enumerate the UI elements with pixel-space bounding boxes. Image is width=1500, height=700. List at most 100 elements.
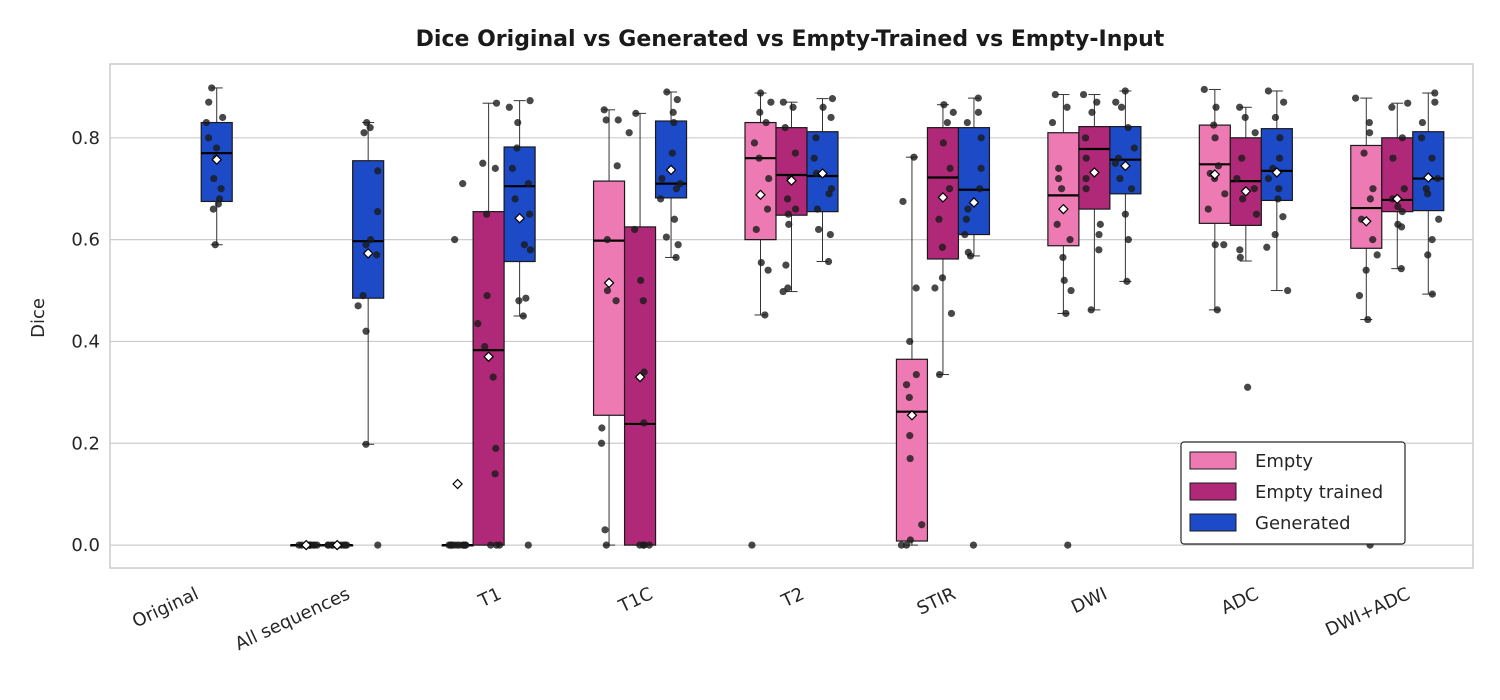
data-point [505,103,513,111]
data-point [366,124,374,132]
box [895,358,929,542]
mean-marker [300,539,312,551]
data-point [1116,174,1124,183]
data-point [1428,290,1436,298]
data-point [481,342,489,351]
data-point [1082,154,1090,162]
data-point [1213,306,1221,314]
data-point [492,99,501,107]
data-point [755,154,763,162]
data-point [1127,185,1136,193]
data-point [781,124,789,132]
data-point [827,113,835,122]
data-point [613,162,621,170]
data-point [1081,134,1090,142]
data-point [600,106,608,114]
box [957,127,991,236]
data-point [1398,208,1406,216]
box [1350,144,1383,249]
data-point [676,180,684,188]
data-point [612,297,620,305]
data-point [784,210,792,218]
data-point [208,84,216,92]
mean-marker [755,189,766,201]
data-point [672,185,681,193]
data-point [813,205,822,213]
data-point [1079,90,1088,99]
box-group [1260,87,1293,295]
data-point [779,98,787,106]
data-point [1252,210,1261,218]
data-point [474,320,482,328]
mean-marker [362,248,374,259]
mean-marker [1058,203,1069,215]
data-point [1271,113,1280,122]
data-point [451,236,459,244]
data-point [1082,174,1090,183]
box [775,127,808,216]
data-point [1360,149,1368,157]
data-point [976,185,984,193]
box-group [806,95,839,266]
box [592,180,626,416]
data-point [756,89,765,97]
data-point [487,541,495,549]
data-point [205,98,213,106]
data-point [931,284,939,292]
data-point [340,541,348,549]
data-point [748,541,756,549]
data-point [761,311,769,319]
mean-marker [331,539,343,551]
data-point [1236,246,1244,254]
data-point [912,284,920,292]
data-point [483,292,491,300]
data-point [902,381,911,389]
data-point [214,200,223,208]
data-point [1096,220,1104,228]
data-point [489,373,497,381]
data-point [1221,190,1229,198]
data-point [762,118,770,127]
data-point [1397,265,1405,273]
box [503,146,536,263]
data-point [295,541,303,549]
data-point [1220,241,1228,249]
data-point [459,180,467,188]
mean-marker [483,351,494,363]
data-point [662,233,670,241]
legend-label: Generated [1255,513,1351,534]
box [744,121,777,241]
data-point [374,167,382,175]
data-point [1241,113,1249,122]
data-point [1200,85,1208,94]
data-point [212,144,221,152]
data-point [897,541,906,549]
data-point [672,253,680,262]
mean-marker [452,478,463,490]
data-point [1365,129,1374,137]
data-point [663,88,671,96]
data-point [1210,121,1218,129]
data-point [1355,292,1364,300]
box-group [441,180,474,549]
data-point [899,197,907,206]
data-point [519,312,527,320]
box-group [1109,87,1142,285]
data-point [783,195,792,203]
data-point [1244,383,1252,391]
data-point [1053,220,1061,228]
data-point [826,230,834,239]
data-point [668,149,676,157]
box-group [1229,103,1262,391]
data-point [1397,223,1406,231]
mean-marker [786,175,797,186]
data-point [526,246,535,254]
data-point [1239,195,1247,203]
y-tick-label: 0.4 [71,331,100,352]
mean-marker [603,277,615,289]
data-point [1121,210,1129,218]
data-point [918,521,926,529]
data-point [1059,253,1067,262]
data-point [645,541,653,549]
data-point [935,215,943,223]
